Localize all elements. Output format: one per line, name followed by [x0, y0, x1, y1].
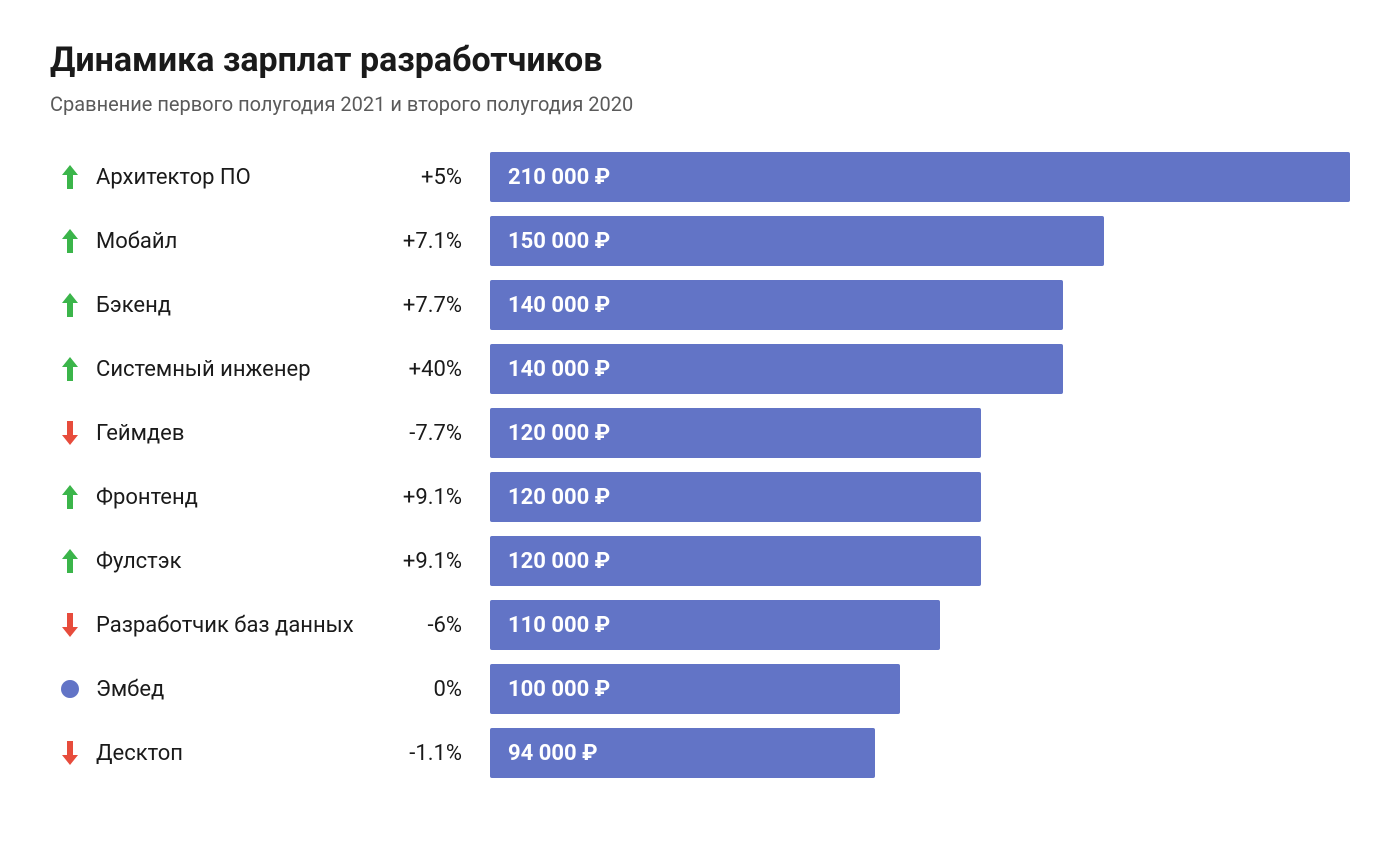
trend-icon-cell: [50, 739, 90, 767]
row-change: +9.1%: [390, 485, 490, 510]
arrow-up-icon: [60, 355, 80, 383]
bar: 140 000 ₽: [490, 280, 1063, 330]
row-change: +7.7%: [390, 293, 490, 318]
row-label: Системный инженер: [90, 357, 390, 382]
chart-row: Мобайл +7.1% 150 000 ₽: [50, 216, 1350, 266]
chart-row: Фулстэк +9.1% 120 000 ₽: [50, 536, 1350, 586]
arrow-down-icon: [60, 611, 80, 639]
trend-icon-cell: [50, 355, 90, 383]
trend-icon-cell: [50, 483, 90, 511]
arrow-up-icon: [60, 291, 80, 319]
trend-icon-cell: [50, 611, 90, 639]
chart-row: Архитектор ПО +5% 210 000 ₽: [50, 152, 1350, 202]
row-label: Фронтенд: [90, 485, 390, 510]
bar-value-label: 140 000 ₽: [508, 293, 610, 318]
row-label: Геймдев: [90, 421, 390, 446]
trend-icon-cell: [50, 291, 90, 319]
arrow-up-icon: [60, 483, 80, 511]
bar-cell: 210 000 ₽: [490, 152, 1350, 202]
bar-cell: 120 000 ₽: [490, 472, 1350, 522]
bar: 100 000 ₽: [490, 664, 900, 714]
chart-row: Бэкенд +7.7% 140 000 ₽: [50, 280, 1350, 330]
trend-icon-cell: [50, 547, 90, 575]
chart-row: Эмбед 0% 100 000 ₽: [50, 664, 1350, 714]
bar-cell: 100 000 ₽: [490, 664, 1350, 714]
arrow-up-icon: [60, 227, 80, 255]
bar: 110 000 ₽: [490, 600, 940, 650]
bar: 120 000 ₽: [490, 408, 981, 458]
bar-cell: 120 000 ₽: [490, 408, 1350, 458]
trend-icon-cell: [50, 227, 90, 255]
row-change: -6%: [390, 613, 490, 638]
chart-row: Системный инженер +40% 140 000 ₽: [50, 344, 1350, 394]
bar-value-label: 210 000 ₽: [508, 165, 610, 190]
chart-title: Динамика зарплат разработчиков: [50, 40, 1350, 80]
bar-value-label: 140 000 ₽: [508, 357, 610, 382]
bar-cell: 140 000 ₽: [490, 344, 1350, 394]
chart-row: Разработчик баз данных -6% 110 000 ₽: [50, 600, 1350, 650]
chart-row: Геймдев -7.7% 120 000 ₽: [50, 408, 1350, 458]
trend-icon-cell: [50, 680, 90, 698]
trend-icon-cell: [50, 419, 90, 447]
arrow-down-icon: [60, 419, 80, 447]
bar-value-label: 100 000 ₽: [508, 677, 610, 702]
bar-cell: 94 000 ₽: [490, 728, 1350, 778]
bar: 120 000 ₽: [490, 472, 981, 522]
row-label: Мобайл: [90, 229, 390, 254]
bar: 150 000 ₽: [490, 216, 1104, 266]
bar-value-label: 110 000 ₽: [508, 613, 610, 638]
bar-value-label: 150 000 ₽: [508, 229, 610, 254]
row-label: Фулстэк: [90, 549, 390, 574]
row-label: Архитектор ПО: [90, 165, 390, 190]
bar: 120 000 ₽: [490, 536, 981, 586]
bar-value-label: 120 000 ₽: [508, 421, 610, 446]
row-change: 0%: [390, 677, 490, 702]
bar-cell: 120 000 ₽: [490, 536, 1350, 586]
row-label: Бэкенд: [90, 293, 390, 318]
chart-rows: Архитектор ПО +5% 210 000 ₽ Мобайл +7.1%…: [50, 152, 1350, 778]
row-change: -7.7%: [390, 421, 490, 446]
row-change: +40%: [390, 357, 490, 382]
chart-subtitle: Сравнение первого полугодия 2021 и второ…: [50, 92, 1350, 116]
arrow-up-icon: [60, 547, 80, 575]
trend-icon-cell: [50, 163, 90, 191]
bar: 140 000 ₽: [490, 344, 1063, 394]
row-change: +9.1%: [390, 549, 490, 574]
row-label: Десктоп: [90, 741, 390, 766]
bar-value-label: 120 000 ₽: [508, 549, 610, 574]
bar-cell: 140 000 ₽: [490, 280, 1350, 330]
bar-cell: 150 000 ₽: [490, 216, 1350, 266]
bar-cell: 110 000 ₽: [490, 600, 1350, 650]
arrow-up-icon: [60, 163, 80, 191]
dot-icon: [61, 680, 79, 698]
row-label: Разработчик баз данных: [90, 613, 390, 638]
bar: 94 000 ₽: [490, 728, 875, 778]
chart-row: Десктоп -1.1% 94 000 ₽: [50, 728, 1350, 778]
row-change: -1.1%: [390, 741, 490, 766]
row-change: +5%: [390, 165, 490, 190]
row-label: Эмбед: [90, 677, 390, 702]
bar: 210 000 ₽: [490, 152, 1350, 202]
chart-row: Фронтенд +9.1% 120 000 ₽: [50, 472, 1350, 522]
arrow-down-icon: [60, 739, 80, 767]
bar-value-label: 120 000 ₽: [508, 485, 610, 510]
bar-value-label: 94 000 ₽: [508, 741, 598, 766]
row-change: +7.1%: [390, 229, 490, 254]
